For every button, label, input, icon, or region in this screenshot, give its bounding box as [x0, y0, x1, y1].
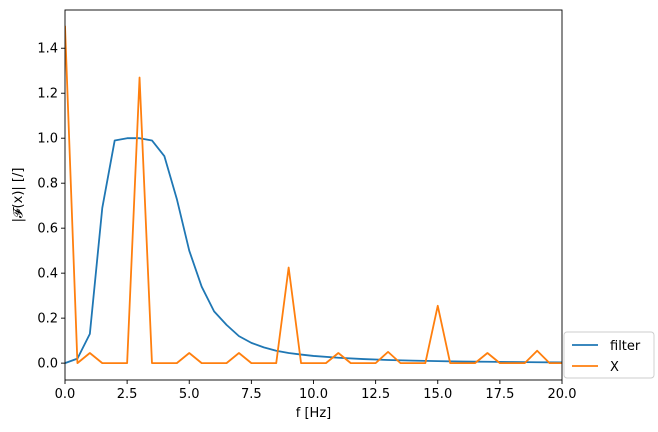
- legend-label-filter: filter: [610, 339, 641, 354]
- y-tick-label: 1.4: [37, 42, 58, 57]
- x-tick-label: 12.5: [361, 387, 390, 402]
- series-line-filter: [65, 137, 562, 364]
- x-tick-label: 2.5: [117, 387, 138, 402]
- plot-area: [64, 9, 563, 381]
- y-tick-label: 1.2: [37, 87, 58, 102]
- y-axis-label: |𝓕(x)| [/]: [11, 168, 26, 223]
- x-tick-label: 20.0: [548, 387, 577, 402]
- legend: filter X: [563, 331, 655, 379]
- x-axis-label: f [Hz]: [296, 406, 331, 421]
- x-tick-label: 15.0: [423, 387, 452, 402]
- plot-background: [65, 10, 562, 380]
- y-tick-label: 0.8: [37, 177, 58, 192]
- x-tick-label: 5.0: [179, 387, 200, 402]
- x-axis: 0.0 2.5 5.0 7.5 10.0 12.5 15.0 17.5 20.0: [55, 380, 577, 402]
- y-tick-label: 0.0: [37, 357, 58, 372]
- x-tick-label: 10.0: [299, 387, 328, 402]
- y-tick-label: 0.6: [37, 222, 58, 237]
- legend-frame: [563, 331, 655, 379]
- y-tick-label: 1.0: [37, 132, 58, 147]
- y-tick-label: 0.4: [37, 267, 58, 282]
- legend-label-X: X: [610, 360, 619, 375]
- series-line-X: [65, 25, 562, 365]
- x-tick-label: 0.0: [55, 387, 76, 402]
- y-tick-label: 0.2: [37, 312, 58, 327]
- x-tick-label: 17.5: [485, 387, 514, 402]
- y-axis: 0.0 0.2 0.4 0.6 0.8 1.0 1.2 1.4: [37, 42, 65, 372]
- series-lines: [65, 25, 562, 365]
- x-tick-label: 7.5: [241, 387, 262, 402]
